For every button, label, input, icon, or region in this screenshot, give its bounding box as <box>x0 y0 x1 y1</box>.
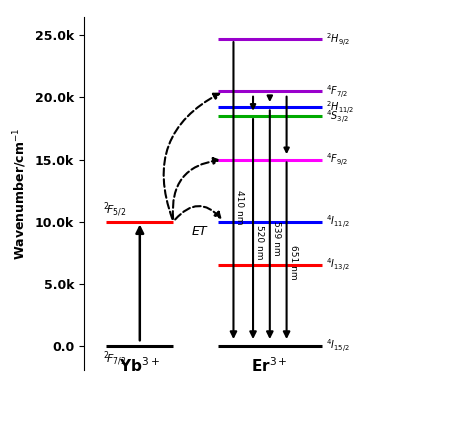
Text: 520 nm: 520 nm <box>255 225 264 260</box>
Text: 651 nm: 651 nm <box>288 245 298 279</box>
Text: 539 nm: 539 nm <box>272 221 281 256</box>
Text: $^4S_{3/2}$: $^4S_{3/2}$ <box>326 108 349 125</box>
Text: $\mathbf{Er}^{3+}$: $\mathbf{Er}^{3+}$ <box>252 356 288 375</box>
Text: $^4I_{11/2}$: $^4I_{11/2}$ <box>326 213 350 230</box>
Y-axis label: Wavenumber/cm$^{-1}$: Wavenumber/cm$^{-1}$ <box>12 128 29 260</box>
Text: $^2H_{11/2}$: $^2H_{11/2}$ <box>326 99 354 116</box>
Text: $^4F_{9/2}$: $^4F_{9/2}$ <box>326 151 348 168</box>
Text: $^4F_{7/2}$: $^4F_{7/2}$ <box>326 83 348 100</box>
Text: $^4I_{13/2}$: $^4I_{13/2}$ <box>326 256 350 274</box>
Text: $^2\!F_{5/2}$: $^2\!F_{5/2}$ <box>103 200 127 219</box>
Text: $^2H_{9/2}$: $^2H_{9/2}$ <box>326 31 350 48</box>
Text: $^2\!F_{7/2}$: $^2\!F_{7/2}$ <box>103 349 127 368</box>
Text: $ET$: $ET$ <box>191 225 209 238</box>
Text: 410 nm: 410 nm <box>235 190 245 225</box>
Text: $^4I_{15/2}$: $^4I_{15/2}$ <box>326 337 350 354</box>
Text: $\mathbf{Yb}^{3+}$: $\mathbf{Yb}^{3+}$ <box>119 356 160 375</box>
